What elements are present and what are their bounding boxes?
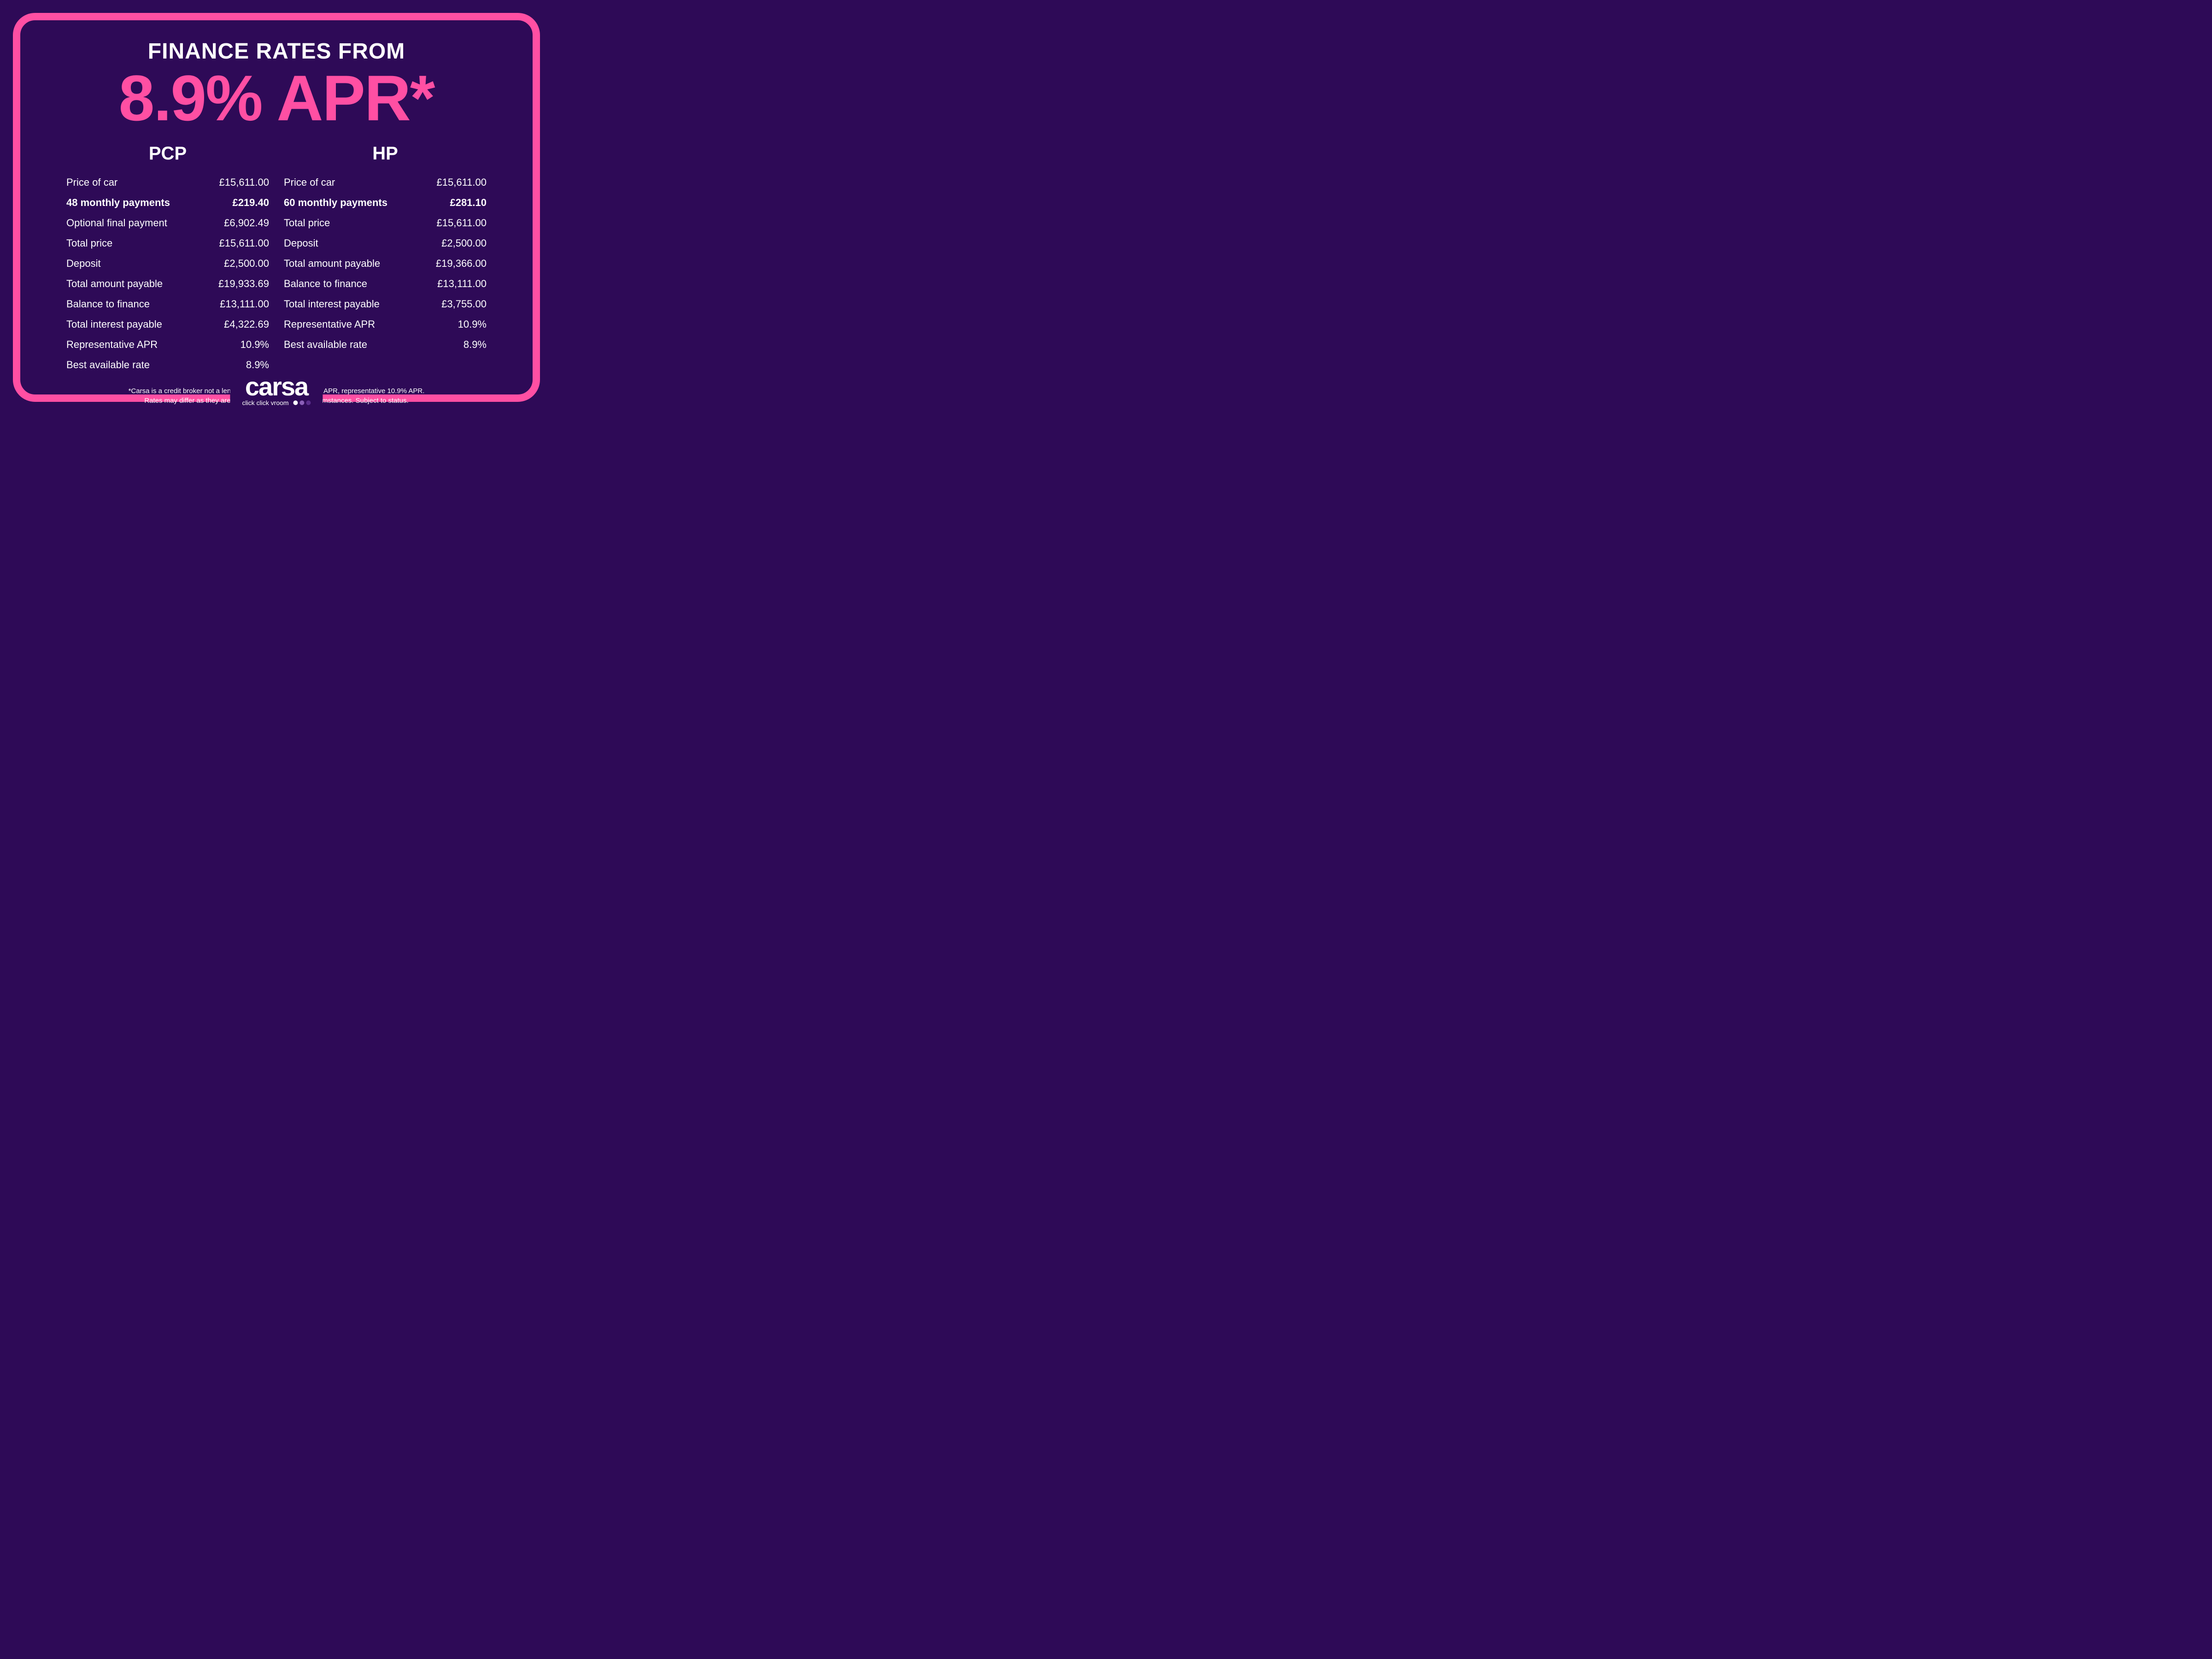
logo-container: carsa click click vroom [230, 375, 323, 406]
table-row: Best available rate8.9% [66, 355, 269, 375]
table-row: Deposit £2,500.00 [284, 233, 487, 253]
table-row: Price of car £15,611.00 [66, 172, 269, 193]
headline-apr: 8.9% APR* [48, 66, 505, 130]
pcp-rows: Price of car£15,611.0048 monthly payment… [66, 172, 269, 375]
table-row: 60 monthly payments £281.10 [284, 193, 487, 213]
row-value: 8.9% [464, 335, 487, 355]
row-label: Total interest payable [66, 314, 162, 335]
row-value: £15,611.00 [437, 213, 487, 233]
row-label: Price of car [66, 172, 117, 193]
table-row: Total interest payable £3,755.00 [284, 294, 487, 314]
row-value: 10.9% [458, 314, 487, 335]
headline-title: FINANCE RATES FROM [48, 39, 505, 64]
table-row: 48 monthly payments £219.40 [66, 193, 269, 213]
tagline-dots [293, 400, 311, 405]
table-row: Price of car £15,611.00 [284, 172, 487, 193]
brand-tagline: click click vroom [242, 399, 311, 406]
row-label: Total price [284, 213, 330, 233]
dot-icon [293, 400, 298, 405]
row-value: £2,500.00 [441, 233, 487, 253]
table-row: Total interest payable £4,322.69 [66, 314, 269, 335]
row-label: Total amount payable [284, 253, 380, 274]
row-value: £13,111.00 [437, 274, 487, 294]
content: FINANCE RATES FROM 8.9% APR* PCP Price o… [20, 20, 533, 406]
row-value: 10.9% [241, 335, 269, 355]
hp-rows: Price of car£15,611.0060 monthly payment… [284, 172, 487, 355]
table-row: Optional final payment £6,902.49 [66, 213, 269, 233]
row-label: Total interest payable [284, 294, 380, 314]
row-label: 48 monthly payments [66, 193, 170, 213]
table-row: Best available rate 8.9% [284, 335, 487, 355]
table-row: Deposit £2,500.00 [66, 253, 269, 274]
hp-column: HP Price of car£15,611.0060 monthly paym… [284, 143, 487, 375]
columns-container: PCP Price of car£15,611.0048 monthly pay… [48, 143, 505, 375]
row-label: Best available rate [66, 355, 150, 375]
row-label: Best available rate [284, 335, 367, 355]
row-value: £219.40 [232, 193, 269, 213]
row-value: £19,366.00 [436, 253, 487, 274]
table-row: Total price £15,611.00 [66, 233, 269, 253]
row-label: Representative APR [66, 335, 158, 355]
table-row: Representative APR 10.9% [284, 314, 487, 335]
row-label: Representative APR [284, 314, 375, 335]
table-row: Balance to finance £13,111.00 [284, 274, 487, 294]
row-value: £15,611.00 [437, 172, 487, 193]
row-value: £6,902.49 [224, 213, 269, 233]
pcp-title: PCP [66, 143, 269, 164]
row-value: £15,611.00 [219, 233, 269, 253]
table-row: Total amount payable £19,933.69 [66, 274, 269, 294]
row-label: Balance to finance [284, 274, 367, 294]
pcp-column: PCP Price of car£15,611.0048 monthly pay… [66, 143, 269, 375]
row-value: £3,755.00 [441, 294, 487, 314]
brand-logo: carsa [242, 375, 311, 398]
table-row: Total price £15,611.00 [284, 213, 487, 233]
row-label: Price of car [284, 172, 335, 193]
row-label: Deposit [66, 253, 101, 274]
row-value: £15,611.00 [219, 172, 269, 193]
dot-icon [300, 400, 305, 405]
row-value: £4,322.69 [224, 314, 269, 335]
row-value: £2,500.00 [224, 253, 269, 274]
row-value: £13,111.00 [220, 294, 269, 314]
row-label: Optional final payment [66, 213, 167, 233]
row-label: Total price [66, 233, 112, 253]
table-row: Representative APR 10.9% [66, 335, 269, 355]
frame-border: FINANCE RATES FROM 8.9% APR* PCP Price o… [13, 13, 540, 402]
tagline-text: click click vroom [242, 399, 288, 406]
table-row: Balance to finance £13,111.00 [66, 294, 269, 314]
row-label: Balance to finance [66, 294, 150, 314]
row-label: 60 monthly payments [284, 193, 387, 213]
row-label: Deposit [284, 233, 318, 253]
hp-title: HP [284, 143, 487, 164]
row-value: £19,933.69 [218, 274, 269, 294]
row-label: Total amount payable [66, 274, 163, 294]
dot-icon [306, 400, 311, 405]
table-row: Total amount payable £19,366.00 [284, 253, 487, 274]
row-value: £281.10 [450, 193, 487, 213]
